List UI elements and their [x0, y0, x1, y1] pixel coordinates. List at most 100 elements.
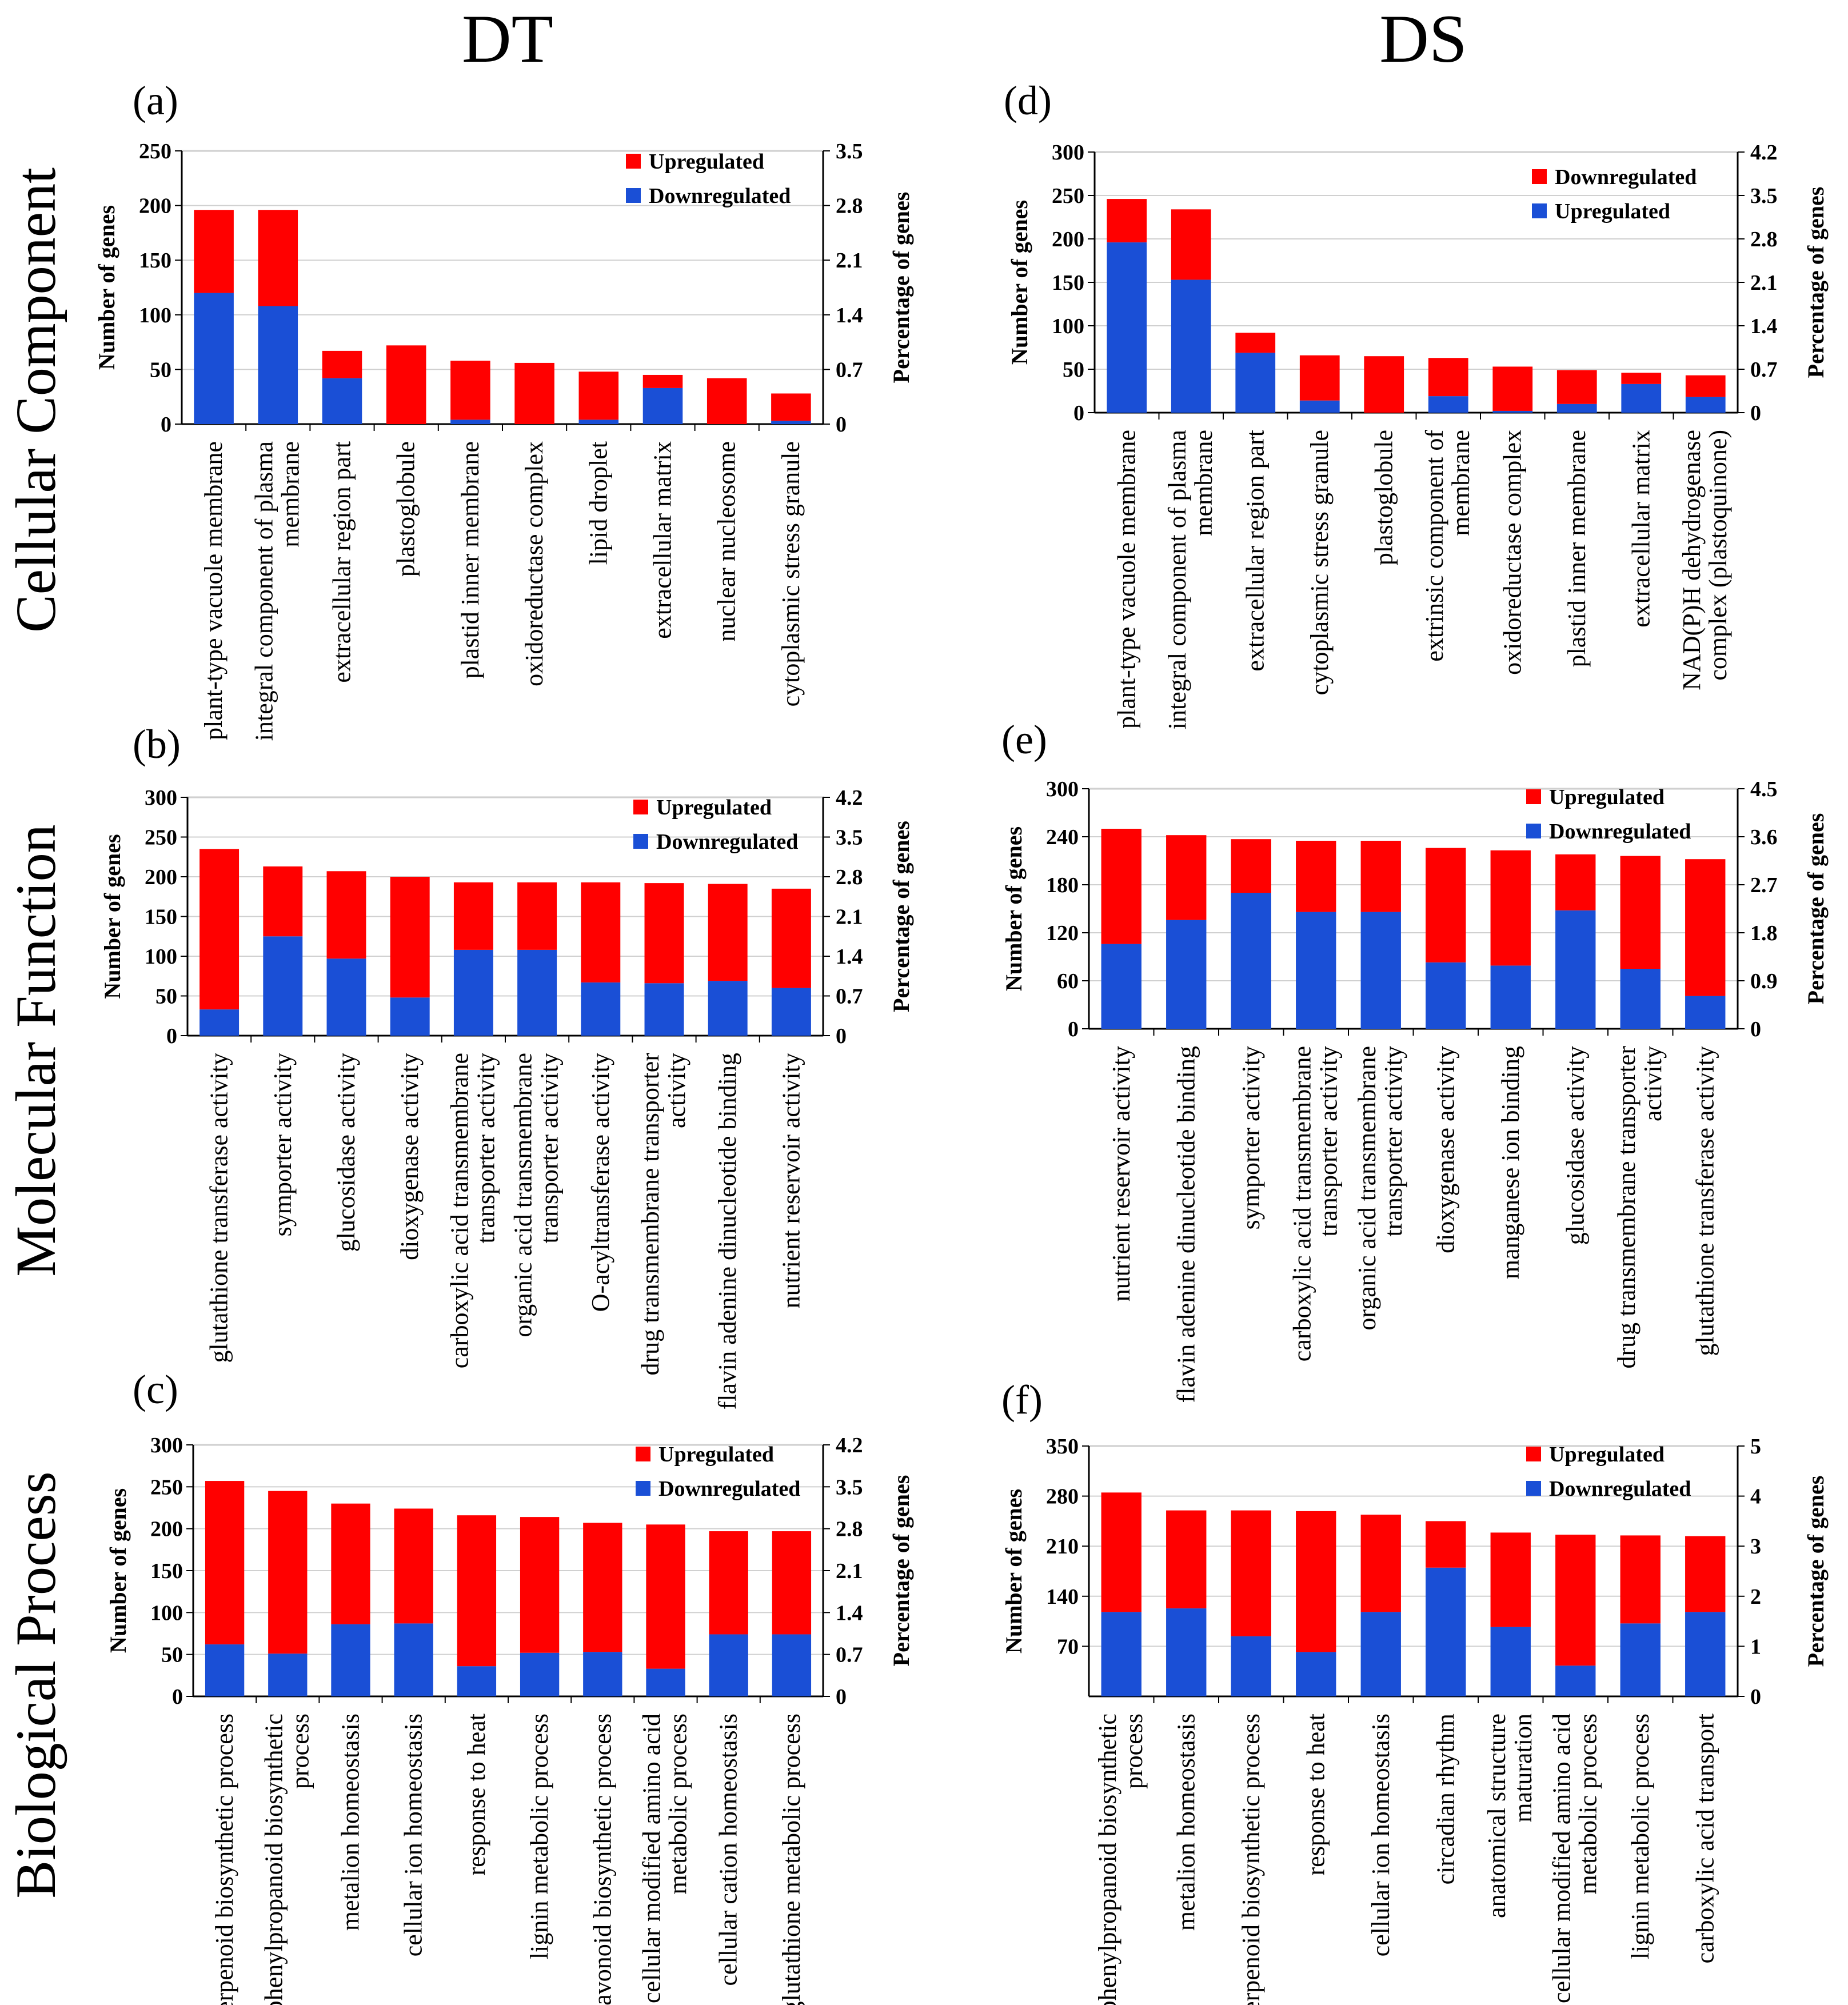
y-tick-label: 50	[155, 985, 177, 1009]
bar-segment	[453, 882, 493, 950]
category-label: symporter activity	[269, 1053, 297, 1236]
y-tick-label: 250	[1052, 184, 1084, 208]
category-label-line: nutrient reservoir activity	[1107, 1046, 1135, 1301]
category-label: terpenoid biosynthetic process	[1237, 1714, 1265, 2005]
category-label-line: flavin adenine dinucleotide binding	[1172, 1046, 1200, 1403]
category-label-line: extracellular region part	[1241, 430, 1269, 672]
bar-segment	[1620, 856, 1661, 969]
chart-panel-d: (d) 0 50 100 150 200 250 300 0 0.7 1.4 2.1 2.8 3.5 4.2…	[1004, 78, 1829, 729]
category-label: cytoplasmic stress granule	[1306, 430, 1334, 695]
y2-tick-label: 2.1	[836, 905, 863, 929]
bar-segment	[1556, 404, 1597, 413]
category-label: glutathione transferase activity	[1691, 1046, 1719, 1356]
bar-segment	[1299, 400, 1340, 413]
category-label-line: lignin metabolic process	[525, 1714, 553, 1959]
category-label: glucosidase activity	[1561, 1046, 1589, 1245]
bar-segment	[1360, 1515, 1401, 1612]
bar-segment	[1166, 835, 1207, 920]
bar-segment	[1492, 366, 1533, 411]
category-label: glucosidase activity	[332, 1053, 360, 1252]
y2-tick-label: 0	[836, 1685, 847, 1709]
bar-segment	[1166, 920, 1207, 1029]
category-label: cellular cation homeostasis	[715, 1714, 743, 1986]
category-label-line: extrinsic component of	[1420, 430, 1448, 662]
category-label: glutathione transferase activity	[205, 1053, 233, 1363]
category-label-line: glutathione transferase activity	[205, 1053, 233, 1363]
y2-axis-title: Percentage of genes	[888, 192, 914, 384]
y2-axis-title: Percentage of genes	[888, 1475, 914, 1667]
bar-segment	[1231, 839, 1271, 893]
bar-segment	[205, 1644, 245, 1696]
bar-segment	[1620, 1623, 1661, 1696]
category-label-line: activity	[662, 1053, 690, 1128]
category-label-line: cellular modified amino acid	[638, 1714, 666, 2003]
y-tick-label: 50	[161, 1643, 183, 1667]
bar-segment	[1166, 1608, 1207, 1696]
category-label: integral component of plasmamembrane	[1163, 430, 1218, 729]
bar-segment	[258, 210, 298, 306]
category-label-line: plastid inner membrane	[1563, 430, 1591, 667]
bar-segment	[1231, 893, 1271, 1029]
category-label: organic acid transmembranetransporter ac…	[509, 1053, 564, 1337]
bar-segment	[707, 378, 747, 424]
bar-segment	[642, 388, 683, 424]
category-label: oxidoreductase complex	[1498, 430, 1526, 675]
legend-label: Downregulated	[649, 184, 791, 208]
category-label: phenylpropanoid biosyntheticprocess	[1093, 1714, 1148, 2005]
y-tick-label: 150	[139, 249, 171, 273]
legend-swatch	[1532, 203, 1547, 218]
category-label-line: cellular cation homeostasis	[715, 1714, 743, 1986]
y-tick-label: 180	[1046, 873, 1079, 897]
bar-segment	[583, 1523, 622, 1652]
legend-label: Downregulated	[656, 830, 798, 854]
bar-segment	[578, 420, 619, 424]
category-label-line: metalion homeostasis	[1172, 1714, 1200, 1931]
bar-segment	[771, 421, 811, 424]
category-label-line: drug transmembrane transporter	[1612, 1046, 1641, 1369]
y-tick-label: 100	[145, 945, 177, 969]
y2-tick-label: 4.2	[836, 786, 863, 810]
y2-tick-label: 3.5	[1750, 184, 1778, 208]
bar-segment	[1556, 370, 1597, 404]
bar-segment	[390, 997, 430, 1036]
category-label: lignin metabolic process	[525, 1714, 553, 1959]
category-label-line: metabolic process	[1574, 1714, 1602, 1894]
y-tick-label: 250	[150, 1475, 183, 1499]
bar-segment	[1685, 1536, 1726, 1612]
y2-tick-label: 5	[1750, 1435, 1761, 1459]
y2-tick-label: 1	[1750, 1635, 1761, 1659]
category-label: lignin metabolic process	[1626, 1714, 1654, 1959]
category-label-line: O-acyltransferase activity	[586, 1053, 614, 1312]
category-label-line: nuclear nucleosome	[713, 441, 741, 642]
category-label-line: activity	[1639, 1046, 1667, 1121]
bar-segment	[1360, 841, 1401, 912]
chart-panel-e: (e) 0 60 120 180 240 300 0 0.9 1.8 2.7 3.6 4.5 Number…	[1001, 717, 1829, 1403]
y2-tick-label: 1.4	[836, 945, 863, 969]
bar-segment	[1171, 279, 1211, 413]
category-label: extracellular region part	[1241, 430, 1269, 672]
category-label: anatomical structurematuration	[1483, 1714, 1537, 1918]
row-header-molecular-function: Molecular Function	[4, 824, 67, 1277]
y2-tick-label: 3.5	[836, 826, 863, 850]
category-label-line: glutathione metabolic process	[777, 1714, 805, 2005]
y2-tick-label: 0	[1750, 1017, 1761, 1041]
y2-tick-label: 0.7	[836, 1643, 863, 1667]
legend-label: Downregulated	[1555, 165, 1697, 189]
category-label: carboxylic acid transmembranetransporter…	[1288, 1046, 1342, 1361]
bar-segment	[1685, 859, 1726, 996]
bar-segment	[322, 378, 362, 424]
category-label: metalion homeostasis	[337, 1714, 365, 1931]
category-label-line: organic acid transmembrane	[1353, 1046, 1381, 1331]
y-tick-label: 300	[145, 786, 177, 810]
category-label-line: carboxylic acid transmembrane	[445, 1053, 473, 1368]
bar-segment	[581, 982, 621, 1036]
y2-tick-label: 0	[836, 413, 847, 437]
bar-segment	[1555, 854, 1596, 910]
bar-segment	[1101, 829, 1141, 944]
bar-segment	[450, 420, 490, 424]
y2-tick-label: 2	[1750, 1585, 1761, 1609]
category-label: flavin adenine dinucleotide binding	[1172, 1046, 1200, 1403]
category-label: plant-type vacuole membrane	[1112, 430, 1140, 729]
